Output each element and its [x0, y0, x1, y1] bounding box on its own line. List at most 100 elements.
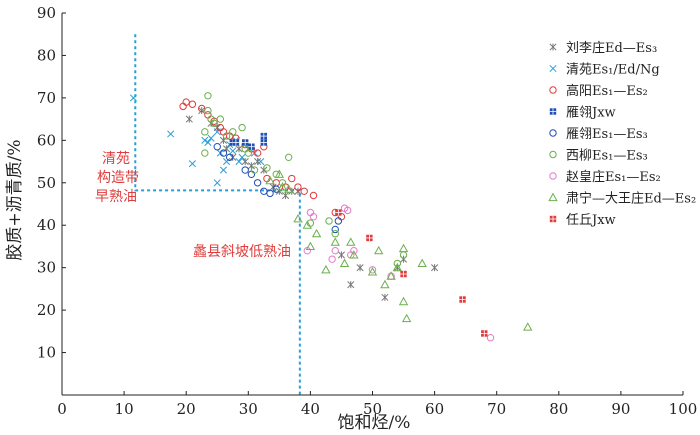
annotation-lixian: 蠡县斜坡低熟油	[193, 243, 291, 260]
y-tick-label: 10	[37, 344, 56, 362]
data-point-series-4	[219, 149, 228, 157]
data-point-series-5	[244, 149, 253, 157]
data-points	[129, 92, 533, 342]
legend: 刘李庄Ed—Es₃ 清苑Es₁/Ed/Ng 高阳Es₁—Es₂ 雁翎Jxw 雁翎Es₁—…	[548, 40, 696, 228]
data-point-series-2	[294, 183, 302, 191]
data-point-series-1	[129, 94, 137, 102]
data-point-series-0	[356, 264, 364, 272]
data-point-series-4	[241, 166, 249, 174]
data-point-series-4	[272, 185, 280, 193]
data-point-series-3	[248, 143, 255, 150]
data-point-series-1	[204, 138, 212, 147]
data-point-series-7	[293, 213, 303, 223]
legend-marker-5	[549, 150, 557, 159]
data-point-series-2	[253, 149, 262, 157]
data-point-series-7	[265, 175, 275, 185]
annotation-qingyuan-line3: 早熟油	[95, 189, 137, 205]
data-point-series-7	[283, 184, 294, 193]
data-point-series-7	[311, 228, 322, 238]
data-point-series-4	[334, 217, 343, 225]
data-point-series-4	[225, 153, 234, 162]
data-point-series-5	[222, 132, 231, 140]
legend-marker-8	[549, 215, 557, 223]
data-point-series-7	[380, 279, 390, 289]
data-point-series-8	[481, 330, 488, 337]
data-point-series-5	[331, 230, 339, 238]
data-point-series-7	[417, 258, 427, 267]
data-point-series-7	[346, 237, 356, 246]
x-tick-label: 80	[549, 400, 568, 418]
data-point-series-1	[229, 147, 237, 155]
data-point-series-4	[213, 143, 221, 151]
data-point-series-5	[325, 217, 333, 225]
data-point-series-0	[254, 158, 262, 166]
y-tick-label: 90	[37, 4, 56, 22]
data-point-series-5	[204, 106, 212, 115]
data-point-series-7	[401, 313, 412, 323]
data-point-series-6	[328, 255, 336, 263]
y-tick-label: 20	[37, 301, 56, 319]
legend-label-3: 雁翎Jxw	[566, 106, 616, 121]
data-point-series-1	[201, 136, 209, 144]
data-point-series-7	[277, 182, 288, 191]
data-point-series-1	[257, 158, 265, 166]
legend-marker-4	[549, 129, 557, 137]
data-point-series-3	[241, 139, 249, 146]
x-tick-label: 90	[611, 400, 630, 418]
data-point-series-1	[207, 134, 215, 142]
data-point-series-1	[235, 158, 243, 166]
data-point-series-7	[374, 245, 384, 255]
data-point-series-7	[398, 296, 409, 306]
legend-marker-3	[549, 108, 557, 115]
data-point-series-1	[223, 158, 231, 166]
data-point-series-8	[366, 234, 373, 242]
data-point-series-7	[302, 220, 312, 229]
y-tick-label: 30	[37, 259, 56, 277]
data-point-series-2	[300, 187, 308, 195]
data-point-series-7	[321, 264, 331, 274]
x-tick-label: 10	[115, 400, 134, 418]
legend-marker-0	[549, 43, 557, 51]
axis-ticks: 0 10 20 30 40 50 60 70 80 90 100 10 20 30 40 50 60 70 80 90	[37, 4, 697, 418]
data-point-series-0	[347, 281, 355, 289]
legend-label-8: 任丘Jxw	[566, 213, 616, 228]
legend-label-6: 赵皇庄Es₁—Es₂	[566, 169, 661, 185]
divider-line	[134, 34, 301, 395]
x-tick-label: 100	[669, 400, 698, 418]
data-point-series-5	[263, 164, 271, 172]
data-point-series-0	[235, 145, 243, 153]
data-point-series-7	[274, 169, 285, 178]
data-point-series-2	[272, 179, 280, 187]
data-point-series-5	[210, 119, 218, 128]
data-point-series-5	[393, 259, 402, 268]
data-point-series-0	[282, 191, 290, 200]
data-point-series-1	[213, 128, 221, 136]
x-tick-label: 60	[425, 400, 444, 418]
legend-label-5: 西柳Es₁—Es₃	[566, 149, 648, 164]
data-point-series-6	[343, 206, 352, 215]
data-point-series-3	[260, 132, 268, 140]
data-point-series-2	[309, 191, 318, 200]
x-axis-label: 饱和烃/%	[338, 413, 411, 433]
data-point-series-2	[188, 100, 197, 108]
annotation-qingyuan-line1: 清苑	[102, 151, 130, 167]
y-tick-label: 50	[37, 174, 56, 192]
data-point-series-4	[253, 179, 262, 187]
data-point-series-0	[431, 264, 439, 272]
data-point-series-0	[185, 115, 193, 123]
data-point-series-7	[398, 243, 409, 253]
data-point-series-5	[284, 153, 293, 162]
data-point-series-5	[278, 179, 287, 187]
y-tick-label: 60	[37, 131, 56, 149]
data-point-series-5	[229, 128, 237, 136]
data-point-series-7	[367, 267, 378, 276]
data-point-series-7	[392, 262, 403, 272]
data-point-series-6	[368, 266, 377, 274]
y-axis-label: 胶质+沥青质/%	[5, 139, 25, 260]
data-point-series-5	[201, 128, 209, 136]
data-point-series-0	[198, 107, 206, 115]
data-point-series-7	[330, 237, 340, 246]
legend-marker-2	[549, 86, 557, 94]
dashed-divider	[134, 34, 301, 395]
